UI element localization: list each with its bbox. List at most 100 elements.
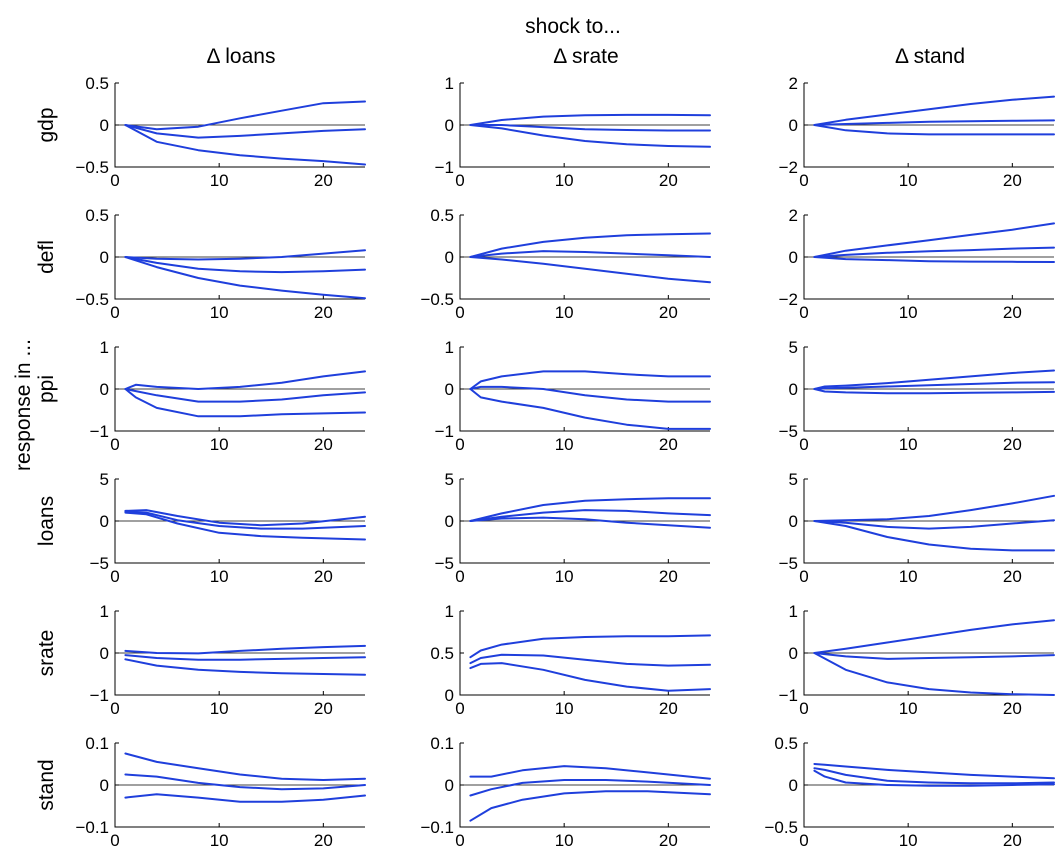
x-tick-label: 10 <box>899 699 918 718</box>
response-line-3 <box>124 793 366 803</box>
x-tick-label: 0 <box>110 435 119 454</box>
x-tick-label: 10 <box>899 435 918 454</box>
x-tick-label: 20 <box>1003 831 1022 850</box>
y-tick-label: −0.1 <box>420 818 454 837</box>
response-line-2 <box>813 767 1055 785</box>
response-line-3 <box>469 662 711 692</box>
response-line-3 <box>469 124 711 148</box>
y-tick-label: 0 <box>100 116 109 135</box>
y-tick-label: 0.5 <box>85 74 109 93</box>
x-tick-label: 0 <box>455 171 464 190</box>
y-tick-label: 0 <box>789 512 798 531</box>
y-tick-label: 0 <box>789 248 798 267</box>
y-tick-label: 1 <box>100 338 109 357</box>
response-line-1 <box>469 497 711 522</box>
response-line-3 <box>469 388 711 430</box>
y-tick-label: 1 <box>445 338 454 357</box>
x-tick-label: 0 <box>455 831 464 850</box>
column-title-3: Δ stand <box>895 45 965 68</box>
x-tick-label: 10 <box>210 171 229 190</box>
response-line-2 <box>124 256 366 274</box>
row-label-ppi: ppi <box>35 375 58 403</box>
y-tick-label: 0 <box>445 686 454 705</box>
y-tick-label: 1 <box>789 602 798 621</box>
response-line-2 <box>813 381 1055 390</box>
x-tick-label: 0 <box>799 171 808 190</box>
x-tick-label: 10 <box>899 303 918 322</box>
x-tick-label: 0 <box>799 699 808 718</box>
y-tick-label: 2 <box>789 74 798 93</box>
panel-defl-2: −0.500.50 10 20 <box>420 206 711 322</box>
x-tick-label: 0 <box>110 567 119 586</box>
response-line-3 <box>124 256 366 300</box>
response-line-1 <box>469 370 711 390</box>
response-line-3 <box>813 256 1055 263</box>
x-tick-label: 20 <box>1003 303 1022 322</box>
y-tick-label: 0 <box>789 644 798 663</box>
x-tick-label: 0 <box>799 831 808 850</box>
response-line-3 <box>813 388 1055 395</box>
x-tick-label: 0 <box>799 567 808 586</box>
x-tick-label: 20 <box>659 303 678 322</box>
x-tick-label: 10 <box>210 303 229 322</box>
y-tick-label: −5 <box>779 422 798 441</box>
y-tick-label: 0 <box>789 116 798 135</box>
y-tick-label: 0.1 <box>85 734 109 753</box>
y-tick-label: 5 <box>789 470 798 489</box>
response-line-1 <box>469 765 711 780</box>
y-tick-label: −1 <box>90 686 109 705</box>
response-line-2 <box>469 653 711 667</box>
x-tick-label: 0 <box>455 699 464 718</box>
response-line-2 <box>813 119 1055 126</box>
x-tick-label: 0 <box>799 435 808 454</box>
response-line-2 <box>469 779 711 797</box>
x-tick-label: 0 <box>110 303 119 322</box>
y-tick-label: 0.5 <box>774 734 798 753</box>
response-line-2 <box>124 388 366 403</box>
x-tick-label: 20 <box>659 699 678 718</box>
response-line-2 <box>124 654 366 661</box>
y-axis-label: response in ... <box>12 339 35 471</box>
panel-stand-3: −0.500.50 10 20 <box>764 734 1055 850</box>
response-line-2 <box>813 519 1055 530</box>
response-line-1 <box>813 619 1055 654</box>
y-tick-label: 0 <box>445 380 454 399</box>
figure-title: shock to... <box>525 15 621 38</box>
y-tick-label: 0.5 <box>430 206 454 225</box>
y-tick-label: −0.5 <box>75 158 109 177</box>
column-title-1: Δ loans <box>207 45 276 68</box>
x-tick-label: 10 <box>210 567 229 586</box>
x-tick-label: 10 <box>555 171 574 190</box>
x-tick-label: 20 <box>314 567 333 586</box>
y-tick-label: −0.5 <box>420 290 454 309</box>
x-tick-label: 10 <box>555 567 574 586</box>
response-line-1 <box>124 509 366 527</box>
y-tick-label: 0 <box>100 248 109 267</box>
x-tick-label: 20 <box>1003 435 1022 454</box>
y-tick-label: 1 <box>445 602 454 621</box>
y-tick-label: −1 <box>90 422 109 441</box>
panel-srate-2: 00.510 10 20 <box>430 602 711 718</box>
y-tick-label: 5 <box>445 470 454 489</box>
panel-axes <box>459 611 710 696</box>
y-tick-label: 0.1 <box>430 734 454 753</box>
response-line-1 <box>124 752 366 781</box>
response-line-1 <box>813 494 1055 522</box>
y-tick-label: 2 <box>789 206 798 225</box>
response-line-1 <box>124 644 366 655</box>
x-tick-label: 20 <box>314 699 333 718</box>
y-tick-label: 0 <box>445 116 454 135</box>
response-line-2 <box>124 773 366 791</box>
response-line-1 <box>813 763 1055 780</box>
x-tick-label: 20 <box>1003 699 1022 718</box>
row-label-stand: stand <box>35 759 58 810</box>
x-tick-label: 20 <box>659 171 678 190</box>
x-tick-label: 20 <box>314 435 333 454</box>
response-line-3 <box>124 511 366 541</box>
